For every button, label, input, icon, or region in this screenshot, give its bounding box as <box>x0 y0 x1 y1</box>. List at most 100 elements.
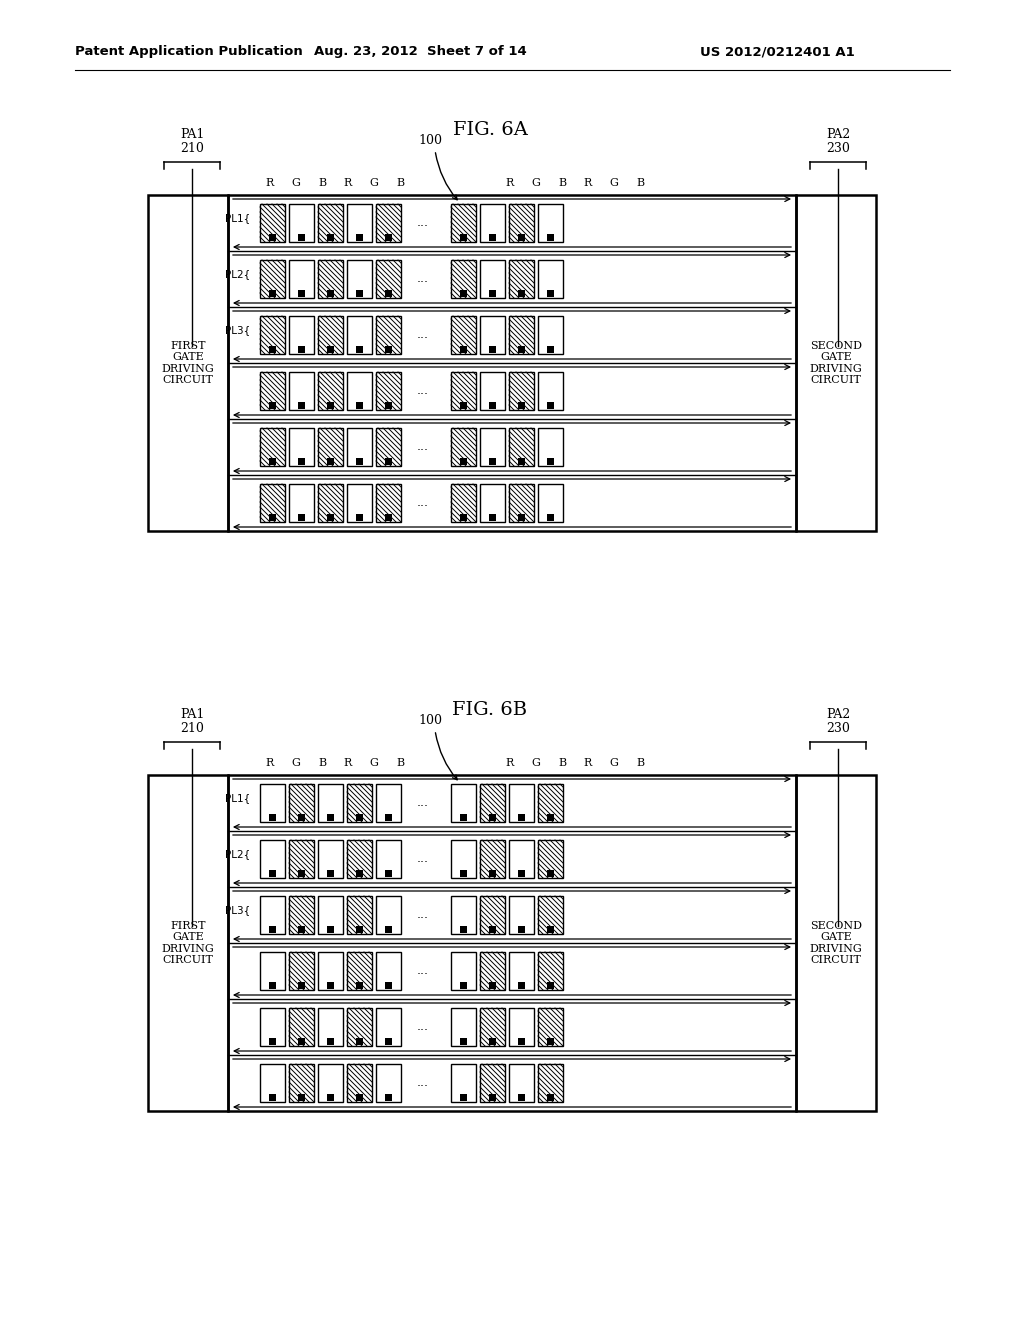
Bar <box>460 458 467 465</box>
Text: ...: ... <box>417 216 429 230</box>
Bar <box>376 205 401 242</box>
Text: US 2012/0212401 A1: US 2012/0212401 A1 <box>700 45 855 58</box>
Bar <box>518 458 525 465</box>
Text: G: G <box>531 758 541 768</box>
Bar <box>489 289 496 297</box>
Bar <box>509 840 534 878</box>
Bar <box>518 401 525 408</box>
Bar <box>460 870 467 876</box>
Bar <box>538 372 563 411</box>
Bar <box>547 1093 554 1101</box>
Bar <box>269 982 276 989</box>
Bar <box>385 346 392 352</box>
Bar <box>509 1008 534 1045</box>
Bar <box>489 870 496 876</box>
Bar <box>347 315 372 354</box>
Bar <box>480 952 505 990</box>
Bar <box>480 372 505 411</box>
Bar <box>260 1064 285 1102</box>
Bar <box>385 982 392 989</box>
Bar <box>148 775 228 1111</box>
Bar <box>228 195 796 531</box>
Bar <box>451 1008 476 1045</box>
Bar <box>347 896 372 935</box>
Bar <box>260 428 285 466</box>
Bar <box>356 401 362 408</box>
Text: R: R <box>344 178 352 187</box>
Bar <box>327 401 334 408</box>
Bar <box>298 513 305 520</box>
Bar <box>298 870 305 876</box>
Bar <box>509 372 534 411</box>
Bar <box>356 513 362 520</box>
Text: PA2: PA2 <box>826 128 850 140</box>
Text: G: G <box>370 758 379 768</box>
Bar <box>347 205 372 242</box>
Bar <box>347 260 372 298</box>
Bar <box>509 315 534 354</box>
Text: B: B <box>396 178 404 187</box>
Bar <box>298 813 305 821</box>
Bar <box>489 1093 496 1101</box>
Bar <box>547 234 554 240</box>
Bar <box>289 840 314 878</box>
Bar <box>547 1038 554 1044</box>
Bar <box>480 484 505 521</box>
Bar <box>489 925 496 932</box>
Bar <box>451 428 476 466</box>
Bar <box>480 896 505 935</box>
Text: PA2: PA2 <box>826 708 850 721</box>
Bar <box>260 1008 285 1045</box>
Bar <box>489 982 496 989</box>
Bar <box>385 1093 392 1101</box>
Bar <box>298 289 305 297</box>
Bar <box>347 484 372 521</box>
Bar <box>385 458 392 465</box>
Bar <box>356 289 362 297</box>
Bar <box>318 260 343 298</box>
Text: PA1: PA1 <box>180 708 204 721</box>
Text: ...: ... <box>417 965 429 978</box>
Bar <box>318 1008 343 1045</box>
Bar <box>385 1038 392 1044</box>
Bar <box>385 234 392 240</box>
Text: PL3{: PL3{ <box>224 325 250 335</box>
Text: B: B <box>558 178 566 187</box>
Bar <box>318 315 343 354</box>
Bar <box>460 1038 467 1044</box>
Text: R: R <box>584 758 592 768</box>
Bar <box>547 925 554 932</box>
Bar <box>356 870 362 876</box>
Bar <box>289 952 314 990</box>
Bar <box>547 289 554 297</box>
Bar <box>327 458 334 465</box>
Bar <box>356 1038 362 1044</box>
Bar <box>260 840 285 878</box>
Bar <box>480 1064 505 1102</box>
Text: G: G <box>609 758 618 768</box>
Bar <box>376 952 401 990</box>
Text: ...: ... <box>417 272 429 285</box>
Bar <box>289 784 314 822</box>
Bar <box>451 315 476 354</box>
Bar <box>460 982 467 989</box>
Bar <box>298 982 305 989</box>
Bar <box>518 289 525 297</box>
Bar <box>376 1008 401 1045</box>
Bar <box>451 1064 476 1102</box>
Bar <box>547 870 554 876</box>
Bar <box>318 952 343 990</box>
Bar <box>489 458 496 465</box>
Bar <box>376 260 401 298</box>
Text: Aug. 23, 2012  Sheet 7 of 14: Aug. 23, 2012 Sheet 7 of 14 <box>313 45 526 58</box>
Text: ...: ... <box>417 496 429 510</box>
Bar <box>509 260 534 298</box>
Text: B: B <box>558 758 566 768</box>
Bar <box>796 775 876 1111</box>
Bar <box>538 896 563 935</box>
Bar <box>327 234 334 240</box>
Bar <box>509 428 534 466</box>
Bar <box>547 513 554 520</box>
Bar <box>289 896 314 935</box>
Text: B: B <box>317 758 326 768</box>
